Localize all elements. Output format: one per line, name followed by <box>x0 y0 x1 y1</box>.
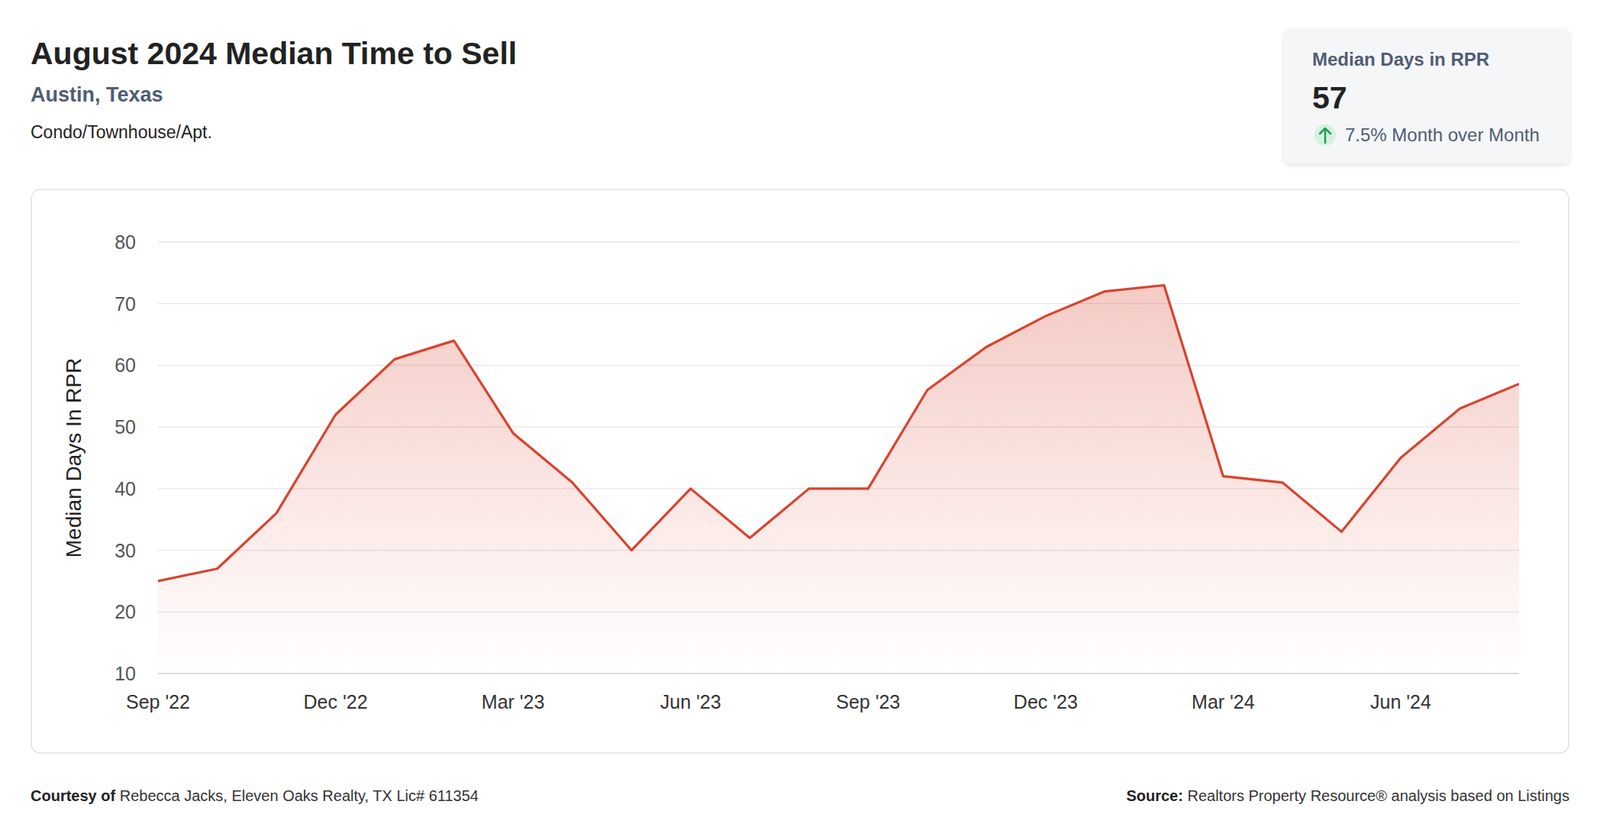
courtesy: Courtesy of Rebecca Jacks, Eleven Oaks R… <box>30 787 479 804</box>
courtesy-text: Rebecca Jacks, Eleven Oaks Realty, TX Li… <box>119 787 479 804</box>
y-tick-label: 20 <box>114 600 136 623</box>
y-tick-label: 10 <box>114 662 136 684</box>
title: August 2024 Median Time to Sell <box>30 35 517 71</box>
card <box>1283 29 1570 164</box>
y-tick-label: 80 <box>114 231 136 253</box>
x-tick-label: Mar '24 <box>1191 690 1255 713</box>
arrow-up <box>1319 128 1331 143</box>
grid-line <box>158 303 1520 304</box>
y-tick-label: 70 <box>114 293 136 315</box>
chart-frame <box>31 189 1569 753</box>
card-value: 57 <box>1312 80 1348 116</box>
source-label: Source: <box>1125 787 1188 804</box>
card-label: Median Days in RPR <box>1312 48 1490 70</box>
y-tick-label: 50 <box>114 416 136 438</box>
line <box>158 285 1520 581</box>
x-tick-label: Jun '23 <box>660 690 722 713</box>
card-change: 7.5% Month over Month <box>1345 124 1540 146</box>
plot <box>158 285 1520 675</box>
y-tick-label: 30 <box>114 539 136 562</box>
y-axis-label: Median Days In RPR <box>61 358 86 558</box>
grid-line <box>158 241 1520 242</box>
courtesy-label: Courtesy of <box>30 787 120 804</box>
y-tick-label: 60 <box>114 354 136 376</box>
source: Source: Realtors Property Resource® anal… <box>1125 787 1570 804</box>
annotation: Condo/Townhouse/Apt. <box>30 122 213 142</box>
x-tick-label: Sep '22 <box>125 690 191 713</box>
x-tick-label: Mar '23 <box>481 690 546 713</box>
y-tick-label: 40 <box>114 477 136 500</box>
page: August 2024 Median Time to Sell Austin, T… <box>0 0 1600 840</box>
arrow-circle <box>1314 124 1336 146</box>
x-tick-label: Dec '23 <box>1013 690 1078 713</box>
grid-line <box>158 364 1520 366</box>
x-tick-label: Jun '24 <box>1370 690 1432 713</box>
subtitle: Austin, Texas <box>30 83 164 107</box>
source-text: Realtors Property Resource® analysis bas… <box>1187 787 1570 804</box>
x-tick-label: Sep '23 <box>835 690 900 713</box>
x-tick-label: Dec '22 <box>303 690 368 713</box>
area <box>158 285 1520 675</box>
